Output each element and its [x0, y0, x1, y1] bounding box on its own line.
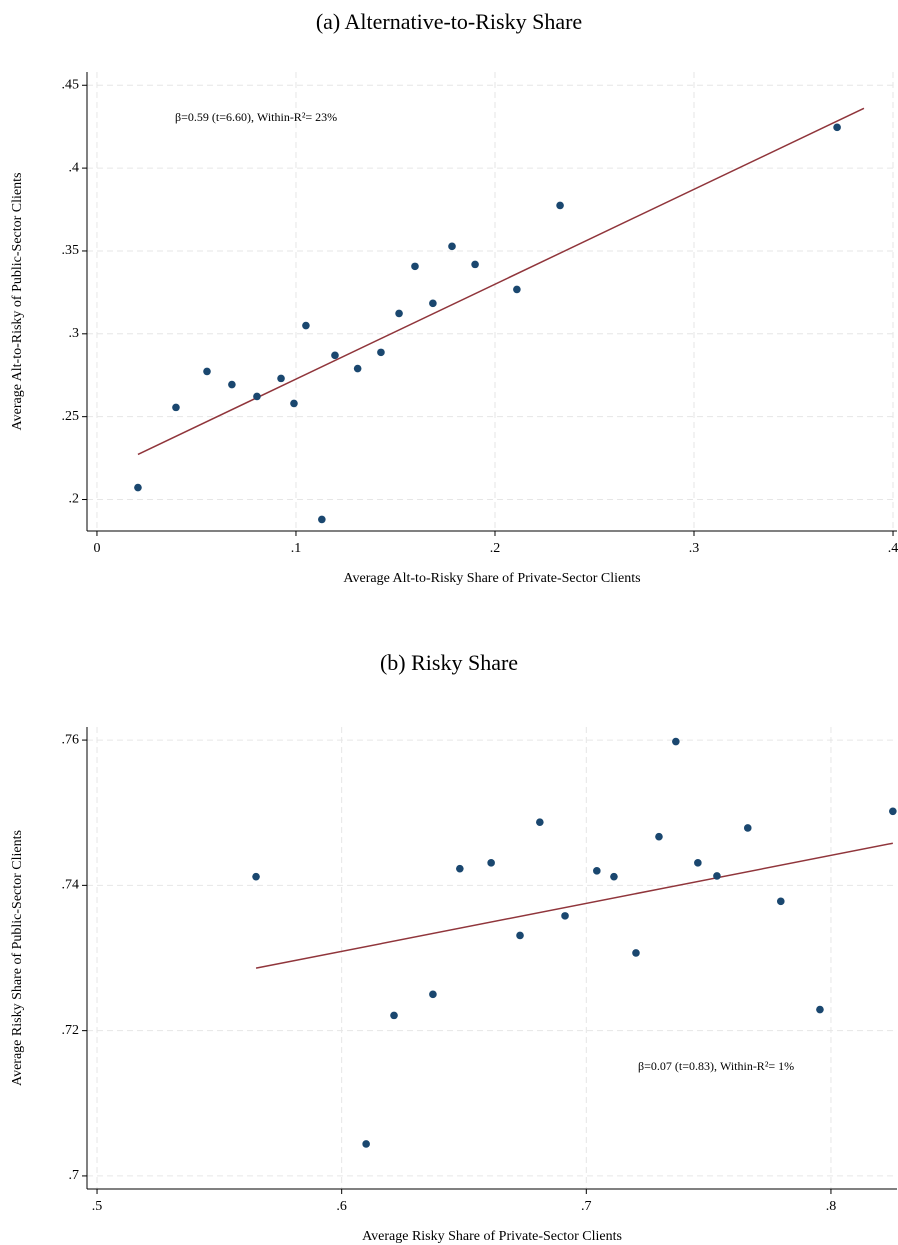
scatter-point: [513, 285, 521, 294]
scatter-point: [833, 123, 841, 132]
scatter-point: [456, 864, 464, 873]
scatter-point: [429, 299, 437, 308]
scatter-point: [471, 260, 479, 269]
y-tick-label: .4: [69, 160, 80, 175]
x-tick-label: .5: [92, 1199, 103, 1214]
scatter-point: [353, 364, 362, 373]
y-tick-label: .74: [62, 878, 80, 893]
scatter-point: [743, 824, 752, 832]
x-tick-label: .4: [888, 541, 898, 556]
chart-title: (a) Alternative-to-Risky Share: [316, 9, 582, 34]
scatter-point: [672, 737, 680, 746]
y-tick-label: .25: [62, 409, 80, 424]
scatter-point: [889, 807, 897, 816]
x-tick-label: .8: [826, 1199, 837, 1214]
scatter-point: [816, 1005, 824, 1014]
scatter-point: [302, 321, 310, 330]
y-tick-label: .45: [62, 77, 80, 92]
y-tick-label: .35: [62, 243, 80, 258]
scatter-point: [290, 399, 298, 408]
scatter-point: [377, 348, 385, 357]
scatter-point: [390, 1011, 398, 1020]
scatter-point: [429, 990, 437, 999]
y-axis-label: Average Alt-to-Risky of Public-Sector Cl…: [10, 173, 25, 431]
scatter-point: [694, 859, 702, 867]
scatter-point: [561, 912, 569, 920]
scatter-point: [252, 872, 260, 881]
scatter-point: [610, 872, 618, 881]
x-tick-label: .6: [336, 1199, 347, 1214]
scatter-point: [203, 367, 211, 376]
x-tick-label: .3: [689, 541, 700, 556]
y-tick-label: .7: [69, 1168, 80, 1183]
scatter-point: [632, 949, 640, 957]
y-axis-label: Average Risky Share of Public-Sector Cli…: [10, 830, 25, 1086]
scatter-point: [593, 867, 601, 875]
x-tick-label: .7: [581, 1199, 592, 1214]
scatter-point: [536, 818, 544, 826]
scatter-point: [253, 392, 261, 401]
scatter-point: [713, 872, 721, 880]
scatter-point: [516, 931, 524, 940]
annotation: β=0.59 (t=6.60), Within-R²= 23%: [175, 110, 337, 124]
scatter-point: [655, 832, 663, 841]
fit-line: [137, 107, 865, 456]
scatter-point: [487, 859, 495, 867]
y-tick-label: .3: [69, 326, 80, 341]
scatter-point: [318, 515, 326, 524]
scatter-point: [172, 403, 180, 412]
y-tick-label: .76: [62, 732, 80, 747]
y-tick-label: .2: [69, 492, 80, 507]
y-tick-label: .72: [62, 1023, 80, 1038]
scatter-point: [331, 351, 339, 360]
scatter-point: [362, 1140, 370, 1148]
scatter-point: [556, 201, 564, 210]
scatter-point: [448, 242, 456, 251]
x-axis-label: Average Alt-to-Risky Share of Private-Se…: [343, 571, 640, 586]
scatter-point: [134, 483, 142, 492]
annotation: β=0.07 (t=0.83), Within-R²= 1%: [638, 1059, 794, 1073]
x-axis-label: Average Risky Share of Private-Sector Cl…: [362, 1229, 622, 1244]
x-tick-label: .2: [490, 541, 501, 556]
scatter-point: [776, 897, 785, 906]
scatter-point: [411, 262, 419, 271]
fit-line: [255, 842, 893, 969]
x-tick-label: 0: [93, 541, 100, 556]
chart-title: (b) Risky Share: [380, 650, 518, 675]
scatter-point: [395, 309, 403, 318]
scatter-point: [277, 374, 285, 383]
scatter-point: [228, 380, 236, 389]
x-tick-label: .1: [291, 541, 302, 556]
